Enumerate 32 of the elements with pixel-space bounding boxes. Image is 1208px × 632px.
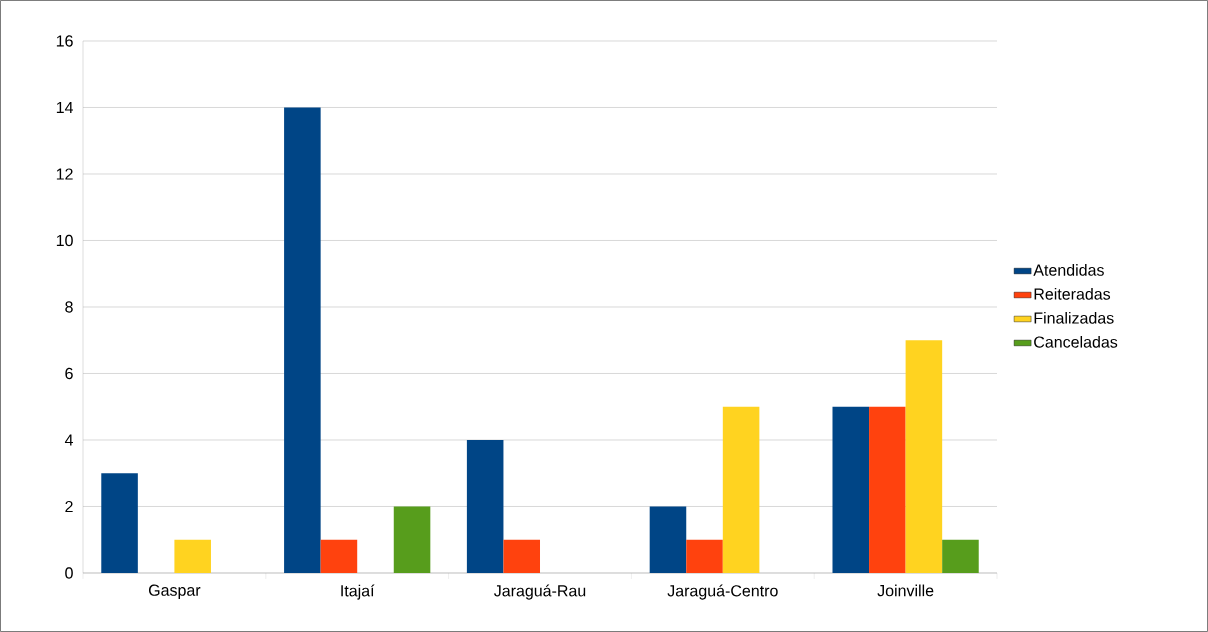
y-tick-label: 16 bbox=[56, 35, 73, 47]
bar bbox=[942, 539, 979, 573]
legend-label: Canceladas bbox=[1034, 335, 1118, 348]
y-tick-label: 6 bbox=[65, 367, 73, 380]
y-tick-label: 2 bbox=[65, 500, 73, 513]
bar bbox=[832, 406, 870, 573]
bar bbox=[393, 506, 431, 573]
bar bbox=[320, 539, 358, 573]
legend-label: Atendidas bbox=[1033, 264, 1104, 276]
x-tick-label: Gaspar bbox=[148, 584, 201, 600]
bar bbox=[686, 539, 723, 573]
bar bbox=[869, 406, 906, 573]
legend-label: Reiteradas bbox=[1034, 288, 1111, 300]
y-tick-label: 4 bbox=[64, 434, 74, 446]
y-tick-label: 12 bbox=[56, 168, 73, 180]
legend-label: Finalizadas bbox=[1034, 311, 1114, 324]
x-tick-label: Jaraguá-Centro bbox=[667, 584, 778, 600]
x-tick-label: Joinville bbox=[877, 584, 934, 597]
bar bbox=[284, 107, 321, 573]
x-tick-label: Itajaí bbox=[341, 584, 375, 600]
x-tick-label: Jaraguá-Rau bbox=[494, 584, 586, 600]
bar bbox=[466, 440, 504, 573]
bar bbox=[503, 539, 540, 573]
y-tick-label: 8 bbox=[65, 301, 73, 313]
bar bbox=[905, 340, 943, 573]
bar bbox=[174, 539, 211, 573]
y-tick-label: 14 bbox=[56, 101, 73, 113]
bar bbox=[649, 506, 687, 573]
y-tick-label: 10 bbox=[56, 234, 73, 247]
bar bbox=[722, 406, 760, 573]
y-tick-label: 0 bbox=[65, 567, 73, 579]
bar bbox=[101, 473, 138, 573]
